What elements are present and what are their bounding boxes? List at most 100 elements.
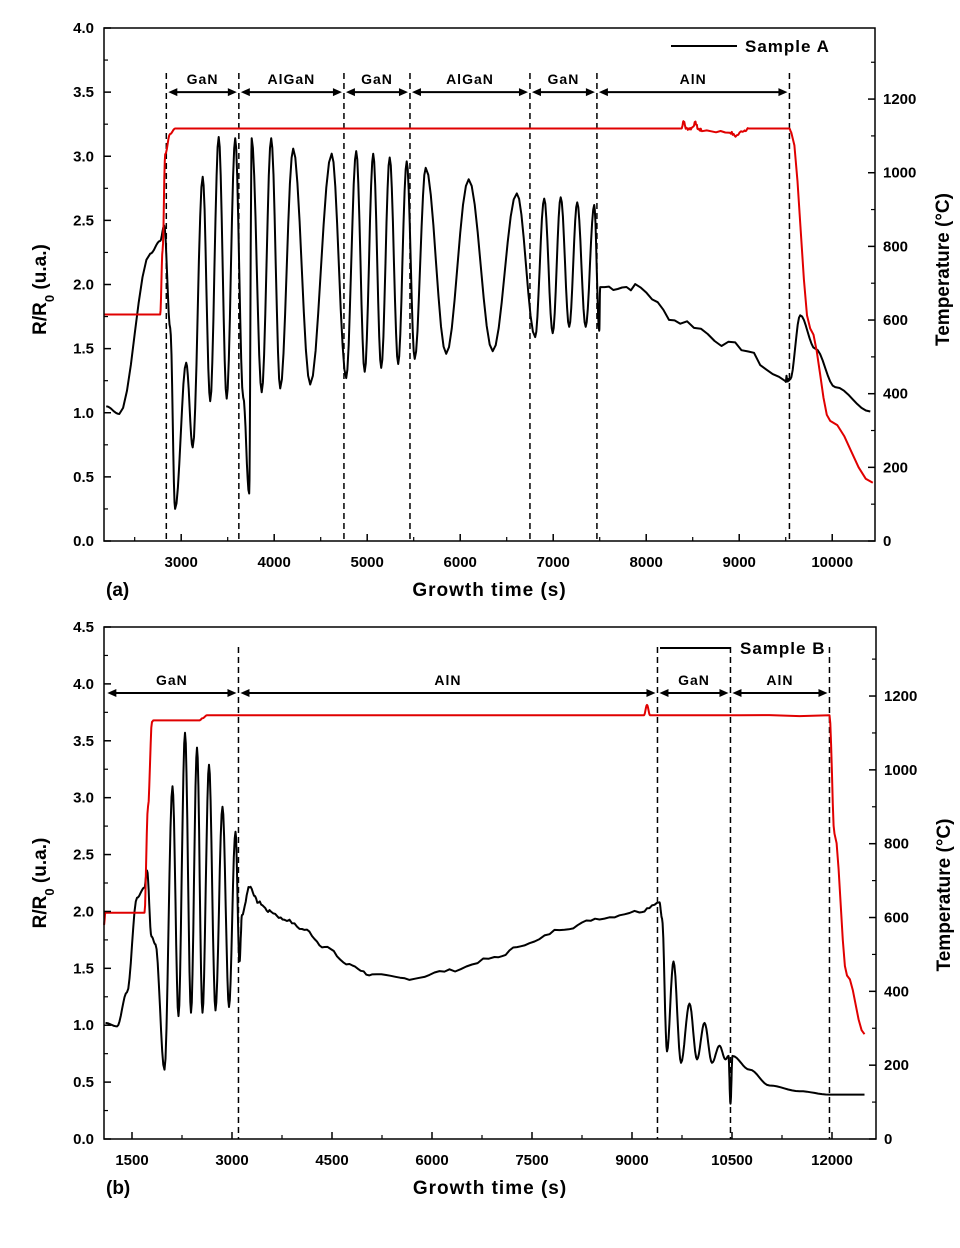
y-axis-title: R/R0 (u.a.) (30, 244, 57, 335)
x-tick-label: 6000 (415, 1152, 448, 1169)
x-tick-label: 4500 (315, 1152, 348, 1169)
x-axis-title: Growth time (s) (412, 580, 566, 601)
panel-label: (a) (106, 580, 129, 601)
temperature-series-line (104, 120, 874, 484)
region-label: GaN (187, 71, 219, 87)
arrow-head-right (646, 688, 656, 697)
y-tick-label: 2.0 (73, 903, 94, 920)
y-tick-label: 2.5 (73, 212, 94, 229)
reflectance-series-line (105, 731, 865, 1105)
arrow-head-left (107, 688, 117, 697)
x-tick-label: 7500 (515, 1152, 548, 1169)
region-label: AlN (766, 672, 793, 688)
plot-frame (103, 27, 876, 542)
region-label: GaN (678, 672, 710, 688)
y2-tick-label: 1000 (883, 165, 916, 182)
region-label: AlGaN (268, 71, 316, 87)
y-axis-title-main: R/R (30, 302, 51, 335)
x-tick-label: 7000 (537, 554, 570, 571)
y-tick-label: 1.5 (73, 341, 94, 358)
y-tick-label: 0.0 (73, 1131, 94, 1148)
y-axis-title-main: R/R (30, 895, 51, 928)
x-axis-title: Growth time (s) (413, 1178, 567, 1199)
arrow-head-left (531, 88, 541, 97)
y-tick-label: 2.5 (73, 847, 94, 864)
reflectance-series-line (106, 136, 871, 510)
arrow-head-right (227, 688, 237, 697)
y-tick-label: 0.5 (73, 469, 94, 486)
arrow-head-right (332, 88, 342, 97)
y-tick-label: 3.5 (73, 733, 94, 750)
y-axis-title-subscript: 0 (42, 295, 57, 302)
arrow-head-right (398, 88, 408, 97)
arrow-head-left (659, 688, 669, 697)
y-axis-title-subscript: 0 (42, 888, 57, 895)
arrow-head-left (168, 88, 178, 97)
y2-tick-label: 800 (884, 836, 909, 853)
x-tick-label: 3000 (165, 554, 198, 571)
arrow-head-left (240, 88, 250, 97)
x-tick-label: 6000 (444, 554, 477, 571)
y2-tick-label: 200 (883, 459, 908, 476)
y2-tick-label: 0 (883, 533, 891, 550)
y-tick-label: 1.0 (73, 405, 94, 422)
x-tick-label: 9000 (615, 1152, 648, 1169)
y-tick-label: 3.5 (73, 84, 94, 101)
x-tick-label: 1500 (115, 1152, 148, 1169)
y2-tick-label: 200 (884, 1057, 909, 1074)
x-tick-label: 5000 (351, 554, 384, 571)
region-label: AlN (680, 71, 707, 87)
legend-label: Sample A (745, 37, 830, 56)
y2-tick-label: 0 (884, 1131, 892, 1148)
y-tick-label: 3.0 (73, 790, 94, 807)
y-tick-label: 1.0 (73, 1017, 94, 1034)
arrow-head-left (411, 88, 421, 97)
y-tick-label: 1.5 (73, 960, 94, 977)
region-label: GaN (361, 71, 393, 87)
x-tick-label: 4000 (258, 554, 291, 571)
y-tick-label: 4.0 (73, 20, 94, 37)
y2-tick-label: 800 (883, 238, 908, 255)
y-axis-title-unit: (u.a.) (30, 244, 51, 295)
x-tick-label: 3000 (215, 1152, 248, 1169)
y-axis-title: R/R0 (u.a.) (30, 838, 57, 929)
arrow-head-right (518, 88, 528, 97)
y2-tick-label: 1200 (883, 91, 916, 108)
y2-tick-label: 1000 (884, 762, 917, 779)
arrow-head-right (585, 88, 595, 97)
x-tick-label: 8000 (630, 554, 663, 571)
arrow-head-left (598, 88, 608, 97)
legend-label: Sample B (740, 639, 825, 658)
arrow-head-left (345, 88, 355, 97)
y-tick-label: 0.0 (73, 533, 94, 550)
arrow-head-right (778, 88, 788, 97)
y2-tick-label: 600 (884, 910, 909, 927)
arrow-head-left (240, 688, 250, 697)
arrow-head-left (732, 688, 742, 697)
x-tick-label: 10000 (811, 554, 853, 571)
y2-tick-label: 600 (883, 312, 908, 329)
y2-tick-label: 1200 (884, 688, 917, 705)
region-label: GaN (548, 71, 580, 87)
region-label: AlGaN (446, 71, 494, 87)
y2-axis-title: Temperature (°C) (933, 193, 954, 346)
y-tick-label: 0.5 (73, 1074, 94, 1091)
arrow-head-right (818, 688, 828, 697)
y-tick-label: 4.0 (73, 676, 94, 693)
arrow-head-right (227, 88, 237, 97)
panel-label: (b) (106, 1178, 130, 1199)
y2-axis-title: Temperature (°C) (934, 819, 955, 972)
x-tick-label: 9000 (723, 554, 756, 571)
x-tick-label: 12000 (811, 1152, 853, 1169)
y-tick-label: 2.0 (73, 277, 94, 294)
y2-tick-label: 400 (884, 983, 909, 1000)
y2-tick-label: 400 (883, 386, 908, 403)
region-label: GaN (156, 672, 188, 688)
y-tick-label: 3.0 (73, 148, 94, 165)
region-label: AlN (434, 672, 461, 688)
y-axis-title-unit: (u.a.) (30, 838, 51, 889)
x-tick-label: 10500 (711, 1152, 753, 1169)
arrow-head-right (719, 688, 729, 697)
